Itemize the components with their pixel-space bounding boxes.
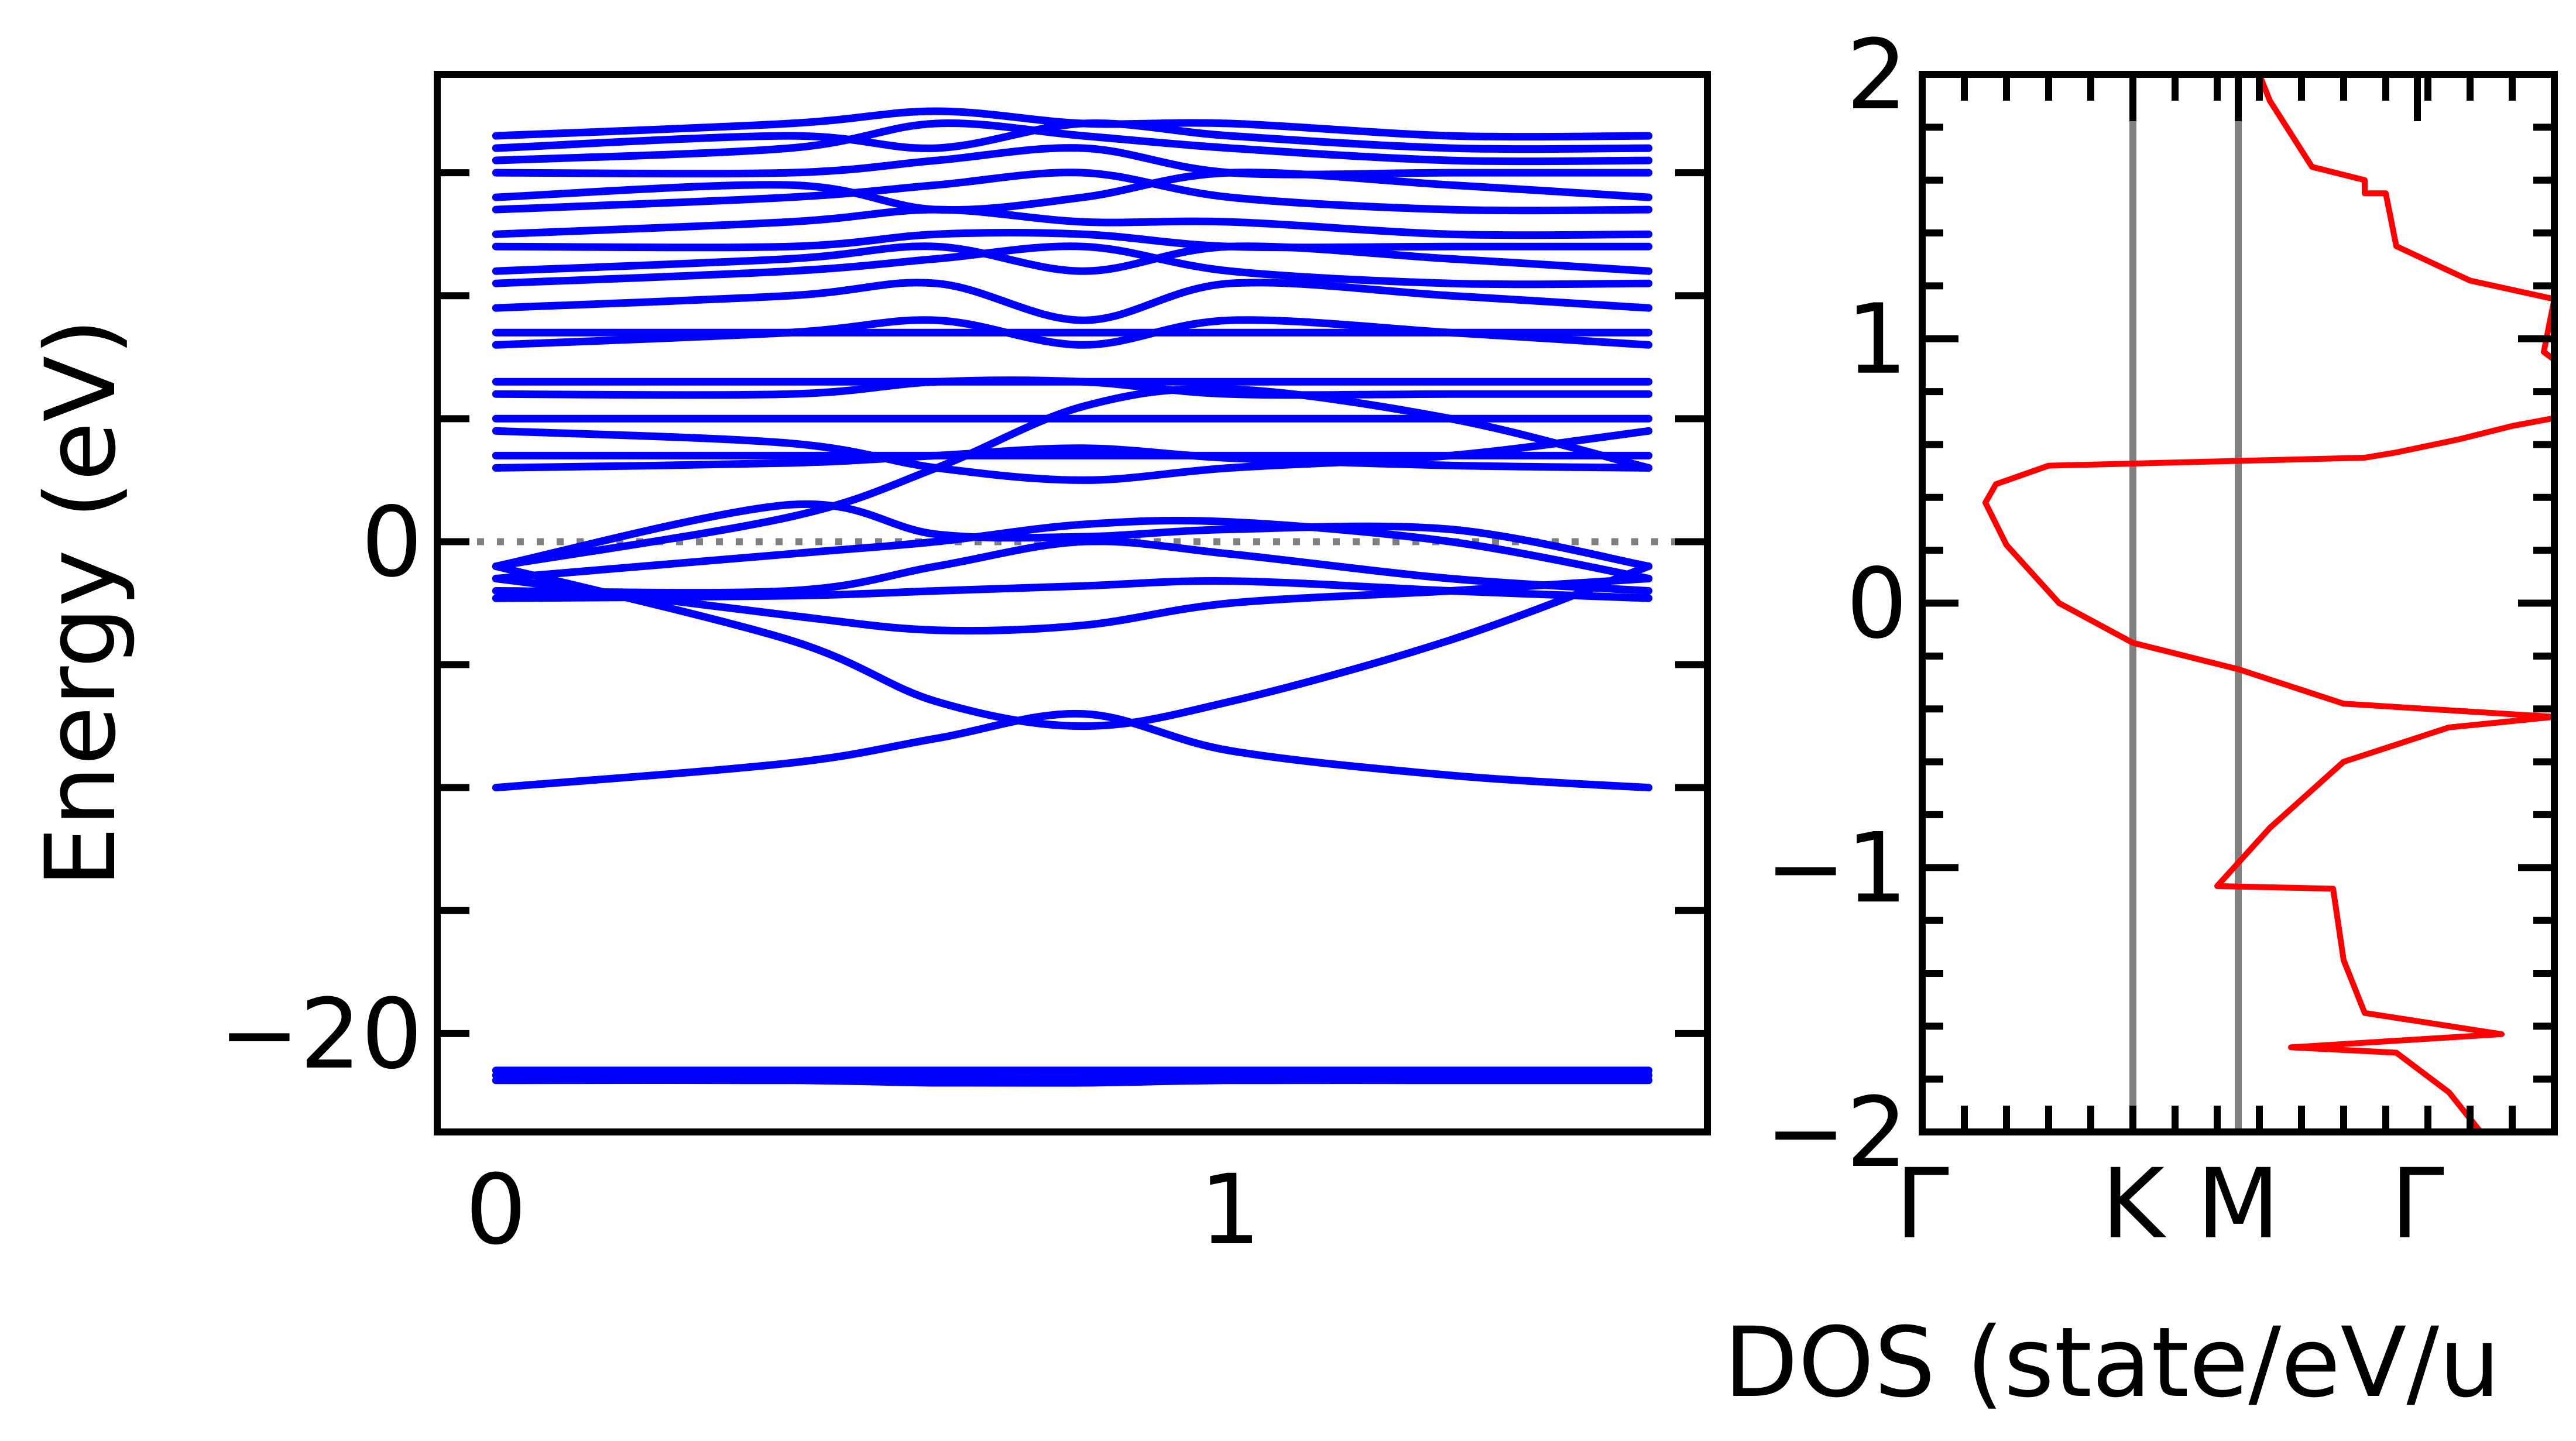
band-line-24 [492,205,1653,239]
dos-vertical-lines [2129,74,2242,1132]
k-point-label: Γ [1895,1148,1949,1260]
dos-x-axis-label: DOS (state/eV/u [1724,1306,2500,1419]
band-line-14 [492,427,1653,484]
band-line-20 [492,279,1653,324]
y-tick-label: 0 [361,486,423,598]
band-plot-frame [434,71,1711,1135]
band-line-7 [492,537,1653,597]
band-line-28 [492,119,1653,166]
dos-tick-labels: 210−1−2Γ K M Γ [1765,19,2444,1260]
k-point-label: M [2197,1148,2280,1260]
band-line-2 [492,1071,1653,1082]
dos-curve [1982,73,2557,1134]
y-tick-label: 1 [1846,283,1908,396]
band-line-27 [492,144,1653,179]
band-line-8 [492,516,1653,582]
band-line-25 [492,169,1653,215]
k-point-label: K [2101,1148,2167,1260]
band-line-10 [492,577,1653,602]
band-lines [492,107,1653,1087]
y-tick-label: 2 [1846,19,1908,131]
band-line-21 [492,242,1653,289]
band-line-23 [492,229,1653,252]
band-line-4 [492,709,1653,792]
k-point-label: Γ [2390,1148,2444,1260]
band-structure-panel: 0 −20 0 1 Energy (eV) [25,71,1711,1266]
band-axis-ticks [437,169,1707,1037]
x-tick-label: 1 [1199,1154,1261,1266]
band-line-5 [492,562,1653,730]
y-tick-label: −1 [1765,812,1908,924]
dos-plot-frame [1919,71,2558,1135]
band-line-12 [492,444,1653,472]
dos-curve-group [1982,73,2557,1134]
band-line-26 [492,169,1653,214]
band-line-9 [492,500,1653,570]
y-tick-label: −20 [219,978,423,1090]
band-line-30 [492,107,1653,141]
band-line-3 [492,1076,1653,1087]
band-tick-labels: 0 −20 0 1 [219,486,1261,1266]
band-line-22 [492,242,1653,275]
y-tick-label: 0 [1846,548,1908,660]
band-y-axis-label: Energy (eV) [25,318,137,887]
dos-panel: 210−1−2Γ K M Γ DOS (state/eV/u [1724,19,2558,1419]
x-tick-label: 0 [465,1154,527,1266]
y-tick-label: −2 [1765,1076,1908,1189]
